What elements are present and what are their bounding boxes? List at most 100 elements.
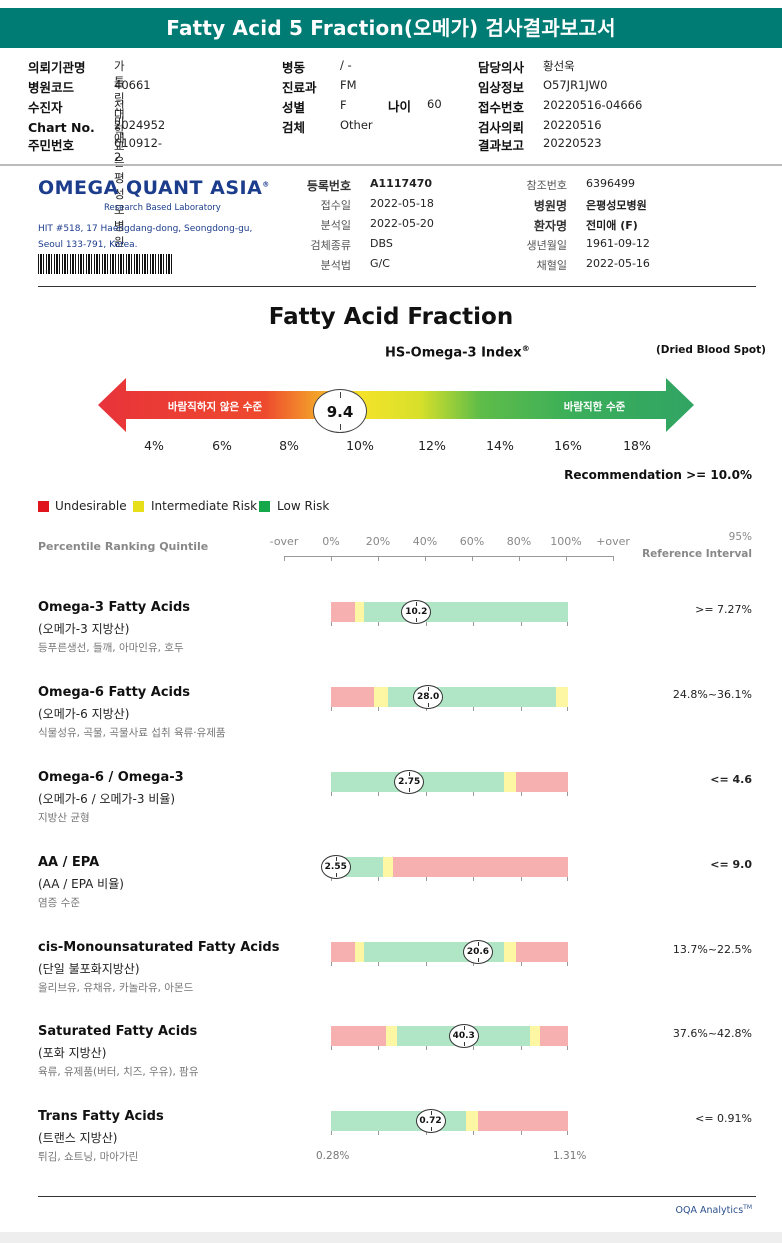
scale-tick: -over <box>269 535 299 548</box>
footer-brand-text: OQA Analytics <box>675 1205 744 1217</box>
sample-value: 1961-09-12 <box>586 237 650 250</box>
result-name: Omega-6 / Omega-3 <box>38 770 184 785</box>
gauge-tick: 14% <box>486 438 514 453</box>
info-label: 결과보고 <box>478 138 525 153</box>
gauge-tick: 18% <box>623 438 651 453</box>
info-value: Other <box>340 118 373 132</box>
bar-notch <box>331 622 332 626</box>
bar-segment-intermediate <box>504 772 516 792</box>
patient-info-col3: 담당의사 황선욱 임상정보 O57JR1JW0 접수번호 20220516-04666… <box>478 57 642 155</box>
result-reference: 13.7%~22.5% <box>672 943 752 956</box>
bar-segment-intermediate <box>504 942 516 962</box>
top-divider <box>0 164 782 166</box>
bar-notch <box>520 1131 522 1135</box>
bar-notch <box>378 1046 380 1050</box>
info-value: 전미애 <box>114 99 125 145</box>
bar-notch <box>567 707 568 711</box>
lab-address: HIT #518, 17 Haengdang-dong, Seongdong-g… <box>38 221 268 253</box>
bar-notch <box>331 962 332 966</box>
info-label: 임상정보 <box>478 80 525 95</box>
result-korean-name: (포화 지방산) <box>38 1046 107 1060</box>
sample-value: DBS <box>370 237 393 250</box>
sample-label: 참조번호 <box>526 179 567 192</box>
scale-notch <box>566 556 567 561</box>
marker-tick <box>340 392 341 398</box>
sample-value: 전미애 (F) <box>586 219 638 232</box>
bar-notch <box>567 962 568 966</box>
bar-notch <box>567 792 568 796</box>
result-korean-name: (트랜스 지방산) <box>38 1131 118 1145</box>
bar-notch <box>425 877 427 881</box>
age-value: 60 <box>427 97 442 111</box>
bar-segment-undesirable <box>515 772 568 792</box>
bar-notch <box>567 1131 568 1135</box>
info-value: / - <box>340 58 352 72</box>
bar-notch <box>473 962 475 966</box>
result-reference: >= 7.27% <box>695 603 752 616</box>
result-bar: 28.0 <box>331 685 568 711</box>
marker-tick <box>335 857 337 861</box>
bar-notch <box>331 1046 332 1050</box>
marker-tick <box>477 942 479 946</box>
bar-segment-intermediate <box>466 1111 478 1131</box>
result-reference: <= 4.6 <box>710 773 752 786</box>
lab-logo-text: OMEGA QUANT ASIA <box>38 177 263 199</box>
sample-label: 등록번호 <box>306 179 351 193</box>
legend-swatch-undesirable <box>38 501 49 512</box>
bar-notch <box>567 1046 568 1050</box>
scale-tick: 100% <box>550 535 582 548</box>
bar-notch <box>331 707 332 711</box>
info-value: 20220523 <box>543 136 602 150</box>
bar-segment-undesirable <box>392 857 568 877</box>
scale-axis <box>284 556 614 557</box>
result-value: 2.75 <box>398 777 421 787</box>
info-value: F <box>340 98 347 112</box>
scale-notch <box>331 556 332 561</box>
result-value: 28.0 <box>417 692 440 702</box>
result-value-marker: 40.3 <box>448 1024 479 1048</box>
trans-scale-min: 0.28% <box>316 1150 350 1162</box>
scale-notch <box>425 556 426 561</box>
recommendation: Recommendation >= 10.0% <box>564 468 752 482</box>
scale-notch <box>472 556 473 561</box>
legend-swatch-intermediate <box>133 501 144 512</box>
info-label: 병동 <box>282 60 306 75</box>
marker-tick <box>428 703 430 707</box>
result-description: 올리브유, 유채유, 카놀라유, 아몬드 <box>38 982 194 994</box>
result-reference: 24.8%~36.1% <box>672 688 752 701</box>
info-value: 2024952 <box>114 118 166 132</box>
sample-value: 은평성모병원 <box>586 199 647 212</box>
result-description: 지방산 균형 <box>38 812 90 824</box>
result-name: Omega-3 Fatty Acids <box>38 600 191 615</box>
marker-tick <box>463 1026 465 1030</box>
gauge-tick: 12% <box>418 438 446 453</box>
bar-segment-low-risk <box>364 602 568 622</box>
reference-percent: 95% <box>728 531 752 543</box>
scale-tick: 20% <box>365 535 391 548</box>
info-value: 20220516 <box>543 118 602 132</box>
bar-notch <box>473 1046 475 1050</box>
info-value: 40661 <box>114 78 151 92</box>
sample-value: 6396499 <box>586 177 635 190</box>
index-title-mark: ® <box>521 344 530 353</box>
info-label: 담당의사 <box>478 60 525 75</box>
sample-label: 환자명 <box>533 219 567 233</box>
bar-notch <box>473 707 475 711</box>
bar-notch <box>567 877 568 881</box>
index-title: HS-Omega-3 Index® <box>385 344 530 360</box>
patient-info-col1: 의뢰기관명 가톨릭대학교은평성모병원 병원코드 40661 수진자 전미애 Chart… <box>28 57 165 249</box>
age-label: 나이 <box>388 99 412 114</box>
bar-segment-intermediate <box>530 1026 540 1046</box>
info-label: 의뢰기관명 <box>28 60 86 75</box>
result-value-marker: 10.2 <box>401 600 432 624</box>
bar-notch <box>425 622 427 626</box>
bar-notch <box>520 622 522 626</box>
sample-value: 2022-05-20 <box>370 217 434 230</box>
marker-tick <box>416 602 418 606</box>
info-value: O57JR1JW0 <box>543 78 608 92</box>
bar-notch <box>520 707 522 711</box>
result-name: AA / EPA <box>38 855 100 870</box>
trans-scale-max: 1.31% <box>553 1150 587 1162</box>
result-korean-name: (단일 불포화지방산) <box>38 962 140 976</box>
index-title-text: HS-Omega-3 Index <box>385 345 522 361</box>
